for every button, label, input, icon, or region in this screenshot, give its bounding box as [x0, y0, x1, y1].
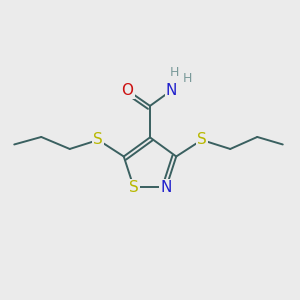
Text: S: S — [129, 180, 139, 195]
Text: O: O — [122, 83, 134, 98]
Text: N: N — [166, 83, 177, 98]
Text: S: S — [93, 133, 103, 148]
Text: N: N — [160, 180, 172, 195]
Text: H: H — [182, 72, 192, 86]
Text: H: H — [169, 66, 179, 79]
Text: S: S — [197, 133, 207, 148]
